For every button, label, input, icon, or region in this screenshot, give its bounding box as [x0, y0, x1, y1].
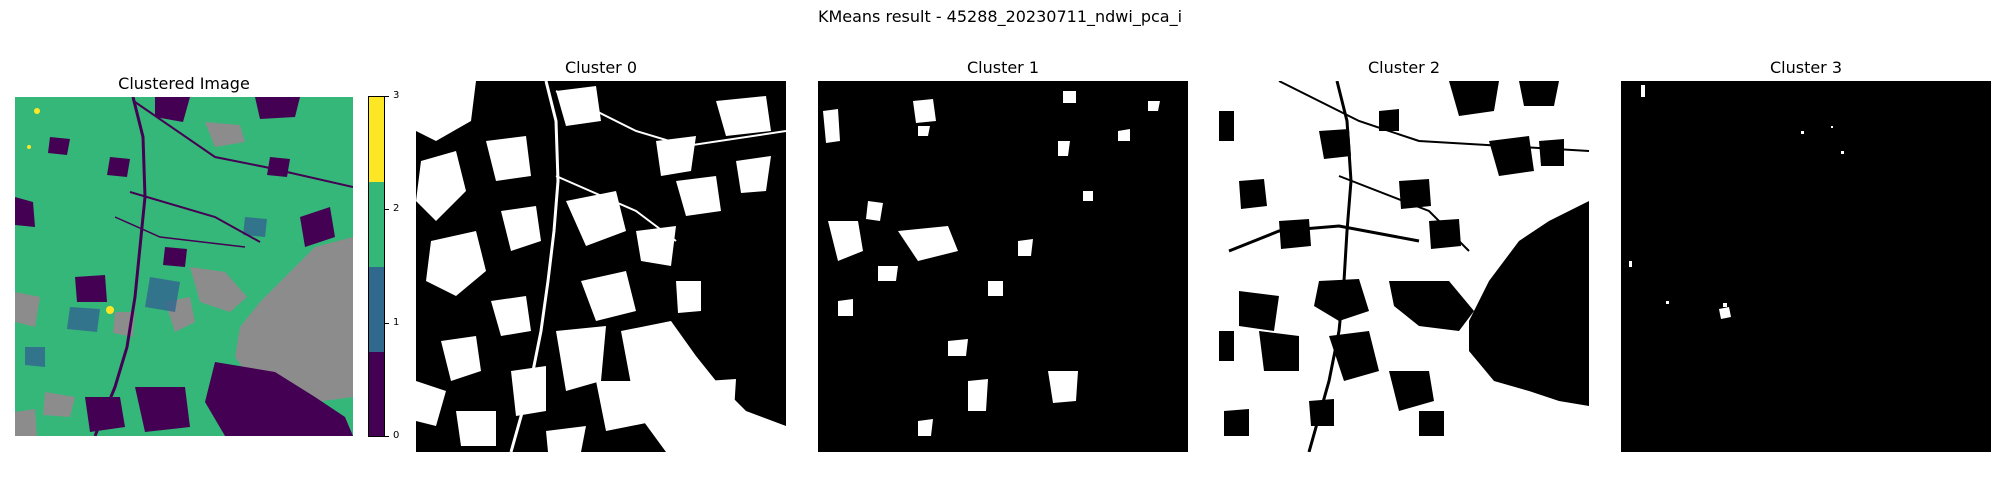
clustered-image-title: Clustered Image [118, 74, 250, 93]
colorbar-tick-1 [385, 323, 389, 324]
colorbar-tick-label-2: 2 [393, 203, 400, 214]
colorbar [368, 96, 385, 437]
colorbar-segment-0 [369, 352, 384, 436]
clustered-image [15, 97, 353, 436]
colorbar-tick-label-0: 0 [393, 430, 400, 441]
colorbar-tick-0 [385, 436, 389, 437]
colorbar-segment-3 [369, 97, 384, 182]
cluster-1-title: Cluster 1 [966, 58, 1040, 77]
figure-suptitle: KMeans result - 45288_20230711_ndwi_pca_… [817, 7, 1183, 26]
cluster-3-title: Cluster 3 [1769, 58, 1843, 77]
cluster-0-title: Cluster 0 [564, 58, 638, 77]
cluster-2-mask [1219, 81, 1589, 452]
colorbar-tick-label-1: 1 [393, 317, 400, 328]
cluster-3-mask [1621, 81, 1991, 452]
colorbar-tick-3 [385, 96, 389, 97]
colorbar-segment-1 [369, 267, 384, 352]
cluster-2-title: Cluster 2 [1367, 58, 1441, 77]
colorbar-segment-2 [369, 182, 384, 267]
cluster-1-mask [818, 81, 1188, 452]
colorbar-tick-label-3: 3 [393, 90, 400, 101]
cluster-0-mask [416, 81, 786, 452]
colorbar-tick-2 [385, 209, 389, 210]
